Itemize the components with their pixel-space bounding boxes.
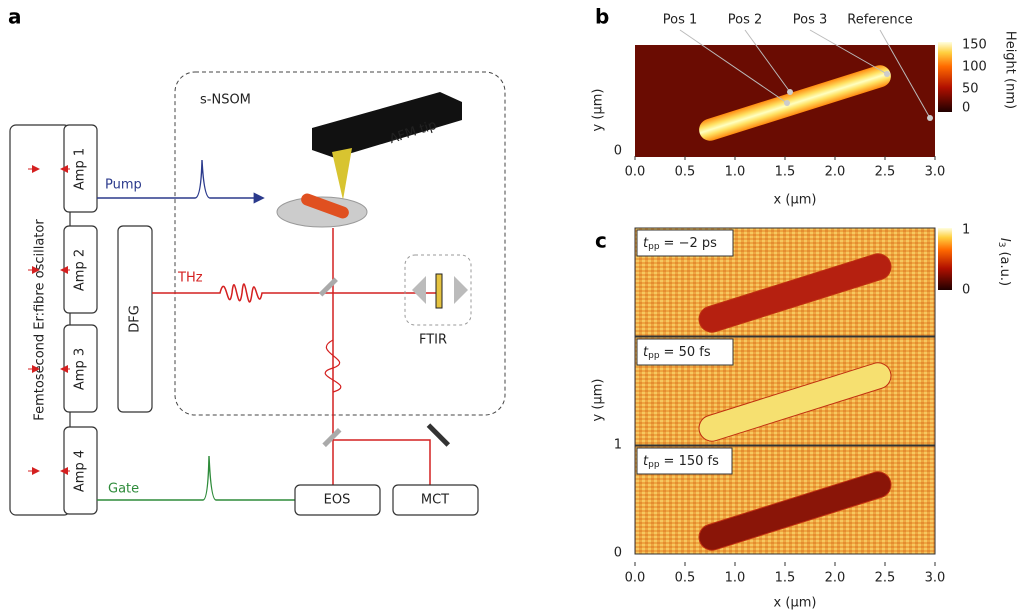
colorbar-tick-label: 50 <box>962 82 979 97</box>
pump-label: Pump <box>105 178 142 193</box>
dfg-label: DFG <box>128 305 143 333</box>
x-tick-label: 1.5 <box>775 571 796 586</box>
oscillator-label: Femtosecond Er:fibre oscillator <box>33 219 48 421</box>
ftir-mirror <box>436 274 442 308</box>
mct-beam <box>333 440 430 485</box>
thz-label: THz <box>177 271 203 286</box>
panel-label: c <box>595 229 607 253</box>
eos-label: EOS <box>324 493 351 508</box>
amp-label: Amp 1 <box>73 148 88 190</box>
x-tick-label: 3.0 <box>925 165 946 180</box>
y-tick-label: 0 <box>614 144 622 159</box>
x-tick-label: 1.0 <box>725 571 746 586</box>
x-tick-label: 0.5 <box>675 571 696 586</box>
y-tick-label: 0 <box>614 546 622 561</box>
colorbar-tick-label: 150 <box>962 38 987 53</box>
colorbar-tick-label: 100 <box>962 60 987 75</box>
colorbar <box>938 228 952 290</box>
amp-label: Amp 3 <box>73 348 88 390</box>
afm-cantilever <box>312 92 462 158</box>
snsom-label: s-NSOM <box>200 93 251 108</box>
colorbar-tick-label: 0 <box>962 283 970 298</box>
gate-label: Gate <box>108 482 139 497</box>
annotation: Reference <box>847 13 912 28</box>
colorbar-tick-label: 1 <box>962 223 970 238</box>
x-tick-label: 2.0 <box>825 571 846 586</box>
thz-beam <box>152 284 440 302</box>
y-tick-label: 1 <box>614 438 622 453</box>
amp-label: Amp 4 <box>73 450 88 492</box>
x-tick-label: 3.0 <box>925 571 946 586</box>
x-axis-label: x (μm) <box>774 596 817 611</box>
colorbar-label: I3(a.u.) <box>997 238 1013 286</box>
x-axis-label: x (μm) <box>774 193 817 208</box>
annotation: Pos 2 <box>728 13 763 28</box>
figure: a Femtosecond Er:fibre oscillator Amp 1 A… <box>0 0 1021 616</box>
panel-label: a <box>8 5 22 29</box>
afm-tip <box>332 148 352 200</box>
x-tick-label: 2.5 <box>875 571 896 586</box>
panel-label: b <box>595 5 609 29</box>
annotation: Pos 1 <box>663 13 698 28</box>
ftir-label: FTIR <box>419 333 447 348</box>
x-tick-label: 1.5 <box>775 165 796 180</box>
annotation: Pos 3 <box>793 13 828 28</box>
x-tick-label: 2.0 <box>825 165 846 180</box>
x-tick-label: 0.0 <box>625 165 646 180</box>
amp-label: Amp 2 <box>73 249 88 291</box>
x-tick-label: 2.5 <box>875 165 896 180</box>
colorbar-label: Height (nm) <box>1003 31 1018 109</box>
colorbar-tick-label: 0 <box>962 101 970 116</box>
mct-label: MCT <box>421 493 449 508</box>
x-tick-label: 0.5 <box>675 165 696 180</box>
beam-splitter <box>322 428 341 447</box>
x-tick-label: 0.0 <box>625 571 646 586</box>
x-tick-label: 1.0 <box>725 165 746 180</box>
y-axis-label: y (μm) <box>591 379 606 422</box>
colorbar <box>938 42 952 112</box>
y-axis-label: y (μm) <box>591 89 606 132</box>
